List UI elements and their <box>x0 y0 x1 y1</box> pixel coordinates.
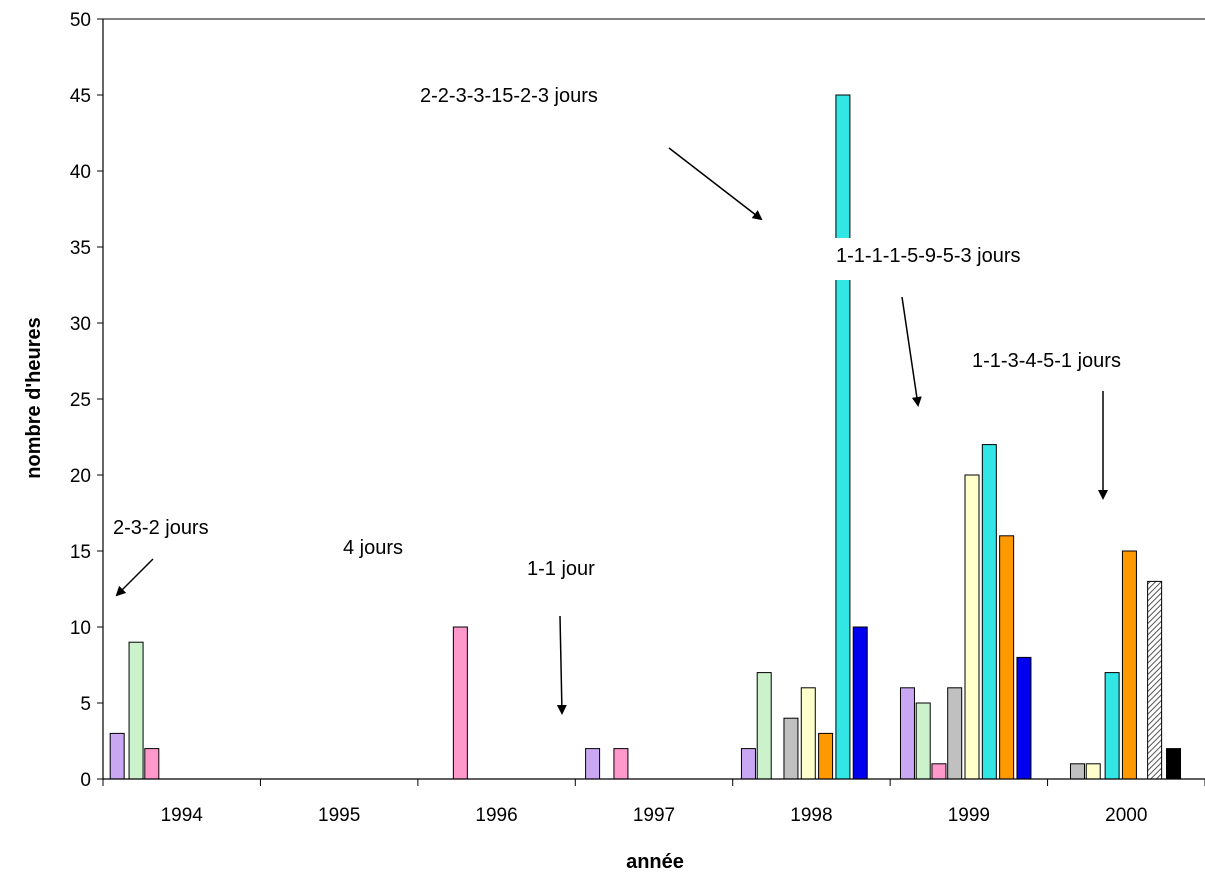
x-axis-ticks: 1994 1995 1996 1997 1998 1999 2000 <box>102 779 1205 826</box>
bar-8 <box>783 717 799 780</box>
bar-22 <box>1085 763 1101 780</box>
bar-2 <box>144 748 160 780</box>
annotation-2000: 1-1-3-4-5-1 jours <box>972 350 1121 372</box>
annotation-1999-background <box>833 238 1083 280</box>
bar-24 <box>1121 550 1137 780</box>
x-tick-label-2000: 2000 <box>1105 805 1147 826</box>
bar-5 <box>613 748 629 780</box>
bar-17 <box>964 474 980 780</box>
x-axis-title: année <box>626 851 684 873</box>
x-tick-label-1994: 1994 <box>161 805 204 826</box>
arrow-1994 <box>115 558 154 597</box>
bar-4 <box>585 748 601 780</box>
annotation-1996: 4 jours <box>343 537 403 559</box>
x-tick-label-1996: 1996 <box>475 805 517 826</box>
y-tick-label: 5 <box>80 694 91 715</box>
bar-14 <box>915 702 931 780</box>
bar-1 <box>128 641 144 780</box>
annotation-1999: 1-1-1-1-5-9-5-3 jours <box>836 245 1021 267</box>
x-tick-label-1998: 1998 <box>790 805 832 826</box>
bar-23 <box>1104 672 1120 780</box>
bar-6 <box>740 748 756 780</box>
y-tick-label: 10 <box>70 618 91 639</box>
bar-19 <box>999 535 1015 780</box>
bars <box>109 94 1182 780</box>
bar-15 <box>931 763 947 780</box>
bar-18 <box>981 444 997 780</box>
arrow-1996-1997 <box>556 615 567 715</box>
y-axis-title: nombre d'heures <box>23 317 45 478</box>
x-tick-label-1995: 1995 <box>318 805 360 826</box>
annotation-1996-1997: 1-1 jour <box>527 558 595 580</box>
bar-21 <box>1069 763 1085 780</box>
annotation-1994: 2-3-2 jours <box>113 517 209 539</box>
x-tick-label-1999: 1999 <box>948 805 990 826</box>
y-tick-label: 50 <box>70 10 91 31</box>
y-tick-label: 35 <box>70 238 91 259</box>
bar-26 <box>1166 748 1182 780</box>
y-tick-label: 45 <box>70 86 91 107</box>
arrow-1998 <box>668 147 763 221</box>
y-tick-label: 25 <box>70 390 91 411</box>
bar-20 <box>1016 656 1032 780</box>
y-tick-label: 40 <box>70 162 91 183</box>
y-tick-label: 0 <box>80 770 91 791</box>
arrow-1999 <box>901 296 922 407</box>
bar-16 <box>947 687 963 780</box>
bar-3 <box>452 626 468 780</box>
bar-12 <box>852 626 868 780</box>
x-tick-label-1997: 1997 <box>633 805 675 826</box>
bar-25 <box>1147 580 1163 780</box>
y-axis-ticks: 0 5 10 15 20 25 30 35 40 45 50 <box>70 10 103 791</box>
annotation-1998: 2-2-3-3-15-2-3 jours <box>420 85 598 107</box>
y-tick-label: 20 <box>70 466 91 487</box>
y-tick-label: 30 <box>70 314 91 335</box>
bar-7 <box>756 672 772 780</box>
bar-9 <box>800 687 816 780</box>
bar-13 <box>899 687 915 780</box>
annotations: 2-3-2 jours 4 jours 1-1 jour 2-2-3-3-15-… <box>113 85 1121 715</box>
bar-11 <box>835 94 851 780</box>
y-tick-label: 15 <box>70 542 91 563</box>
bar-10 <box>818 732 834 780</box>
bar-0 <box>109 732 125 780</box>
